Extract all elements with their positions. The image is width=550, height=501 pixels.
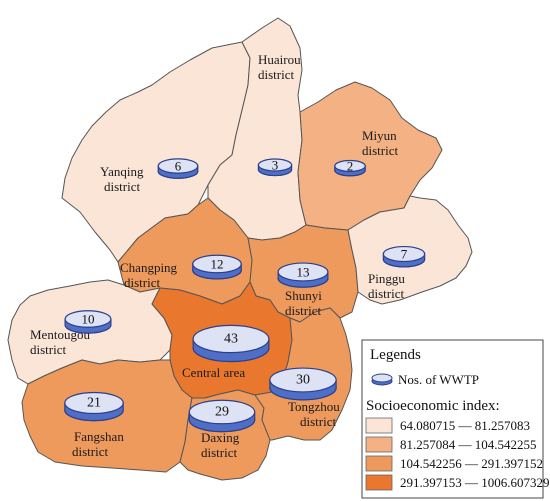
wwtp-count-label: 29 [215,405,229,420]
wwtp-count-label: 6 [175,159,182,174]
wwtp-disk-top [64,310,112,328]
district-label-daxing: Daxing district [201,430,243,460]
legend-swatch-1 [365,417,393,434]
district-label-miyun: Miyun district [362,128,400,158]
wwtp-disk-top [192,324,270,354]
map-legend: Legends Nos. of WWTP Socioeconomic index… [361,339,550,499]
wwtp-disk-daxing: 29 [188,399,256,433]
wwtp-disk-top [157,158,199,174]
wwtp-disk-changping: 12 [192,254,242,280]
wwtp-disk-fangshan: 21 [64,391,124,422]
wwtp-disk-pinggu: 7 [382,245,426,268]
district-region-miyun [297,81,443,231]
wwtp-count-label: 13 [297,265,310,280]
wwtp-count-label: 12 [211,257,224,272]
wwtp-disk-top [257,158,293,172]
wwtp-count-label: 2 [347,159,354,174]
wwtp-disk-central-area: 43 [192,324,270,363]
district-label-yanqing: Yanqing district [100,164,147,194]
wwtp-disk-top [334,159,366,173]
wwtp-disk-tongzhou: 30 [269,367,337,401]
legend-range-1: 64.080715 — 81.257083 [400,418,530,433]
district-label-central-area: Central area [182,365,245,380]
district-label-changping: Changping district [120,260,180,290]
legend-swatch-3 [365,455,393,472]
district-label-tongzhou: Tongzhou district [288,399,343,429]
legend-range-2: 81.257084 — 104.542255 [400,437,537,452]
legend-range-3: 104.542256 — 291.397152 [400,456,543,471]
wwtp-disk-huairou: 3 [257,158,293,177]
legend-wwtp-label: Nos. of WWTP [398,372,479,387]
wwtp-count-label: 10 [82,312,95,327]
wwtp-count-label: 30 [296,373,310,388]
district-label-huairou: Huairou district [258,52,304,82]
wwtp-disk-top [64,391,124,415]
wwtp-count-label: 7 [401,247,408,262]
wwtp-count-label: 43 [224,332,238,347]
wwtp-disk-top [269,367,337,393]
wwtp-disk-top [188,399,256,425]
district-label-shunyi: Shunyi district [285,288,325,318]
wwtp-disk-miyun: 2 [334,159,366,177]
legend-index-title: Socioeconomic index: [366,398,500,414]
wwtp-count-label: 21 [87,396,101,411]
legend-swatch-2 [365,436,393,453]
district-label-pinggu: Pinggu district [368,271,408,301]
wwtp-disk-yanqing: 6 [157,158,199,179]
legend-range-4: 291.397153 — 1006.607329 [400,475,550,490]
wwtp-disk-top [192,254,242,274]
wwtp-count-label: 3 [272,158,279,173]
wwtp-disk-mentougou: 10 [64,310,112,334]
district-label-fangshan: Fangshan district [72,429,127,459]
wwtp-disk-top [382,245,426,263]
legend-wwtp-icon [371,373,393,386]
wwtp-disk-shunyi: 13 [277,262,329,288]
wwtp-disk-top [277,262,329,282]
legend-swatch-4 [365,474,393,491]
legend-title: Legends [370,347,421,363]
